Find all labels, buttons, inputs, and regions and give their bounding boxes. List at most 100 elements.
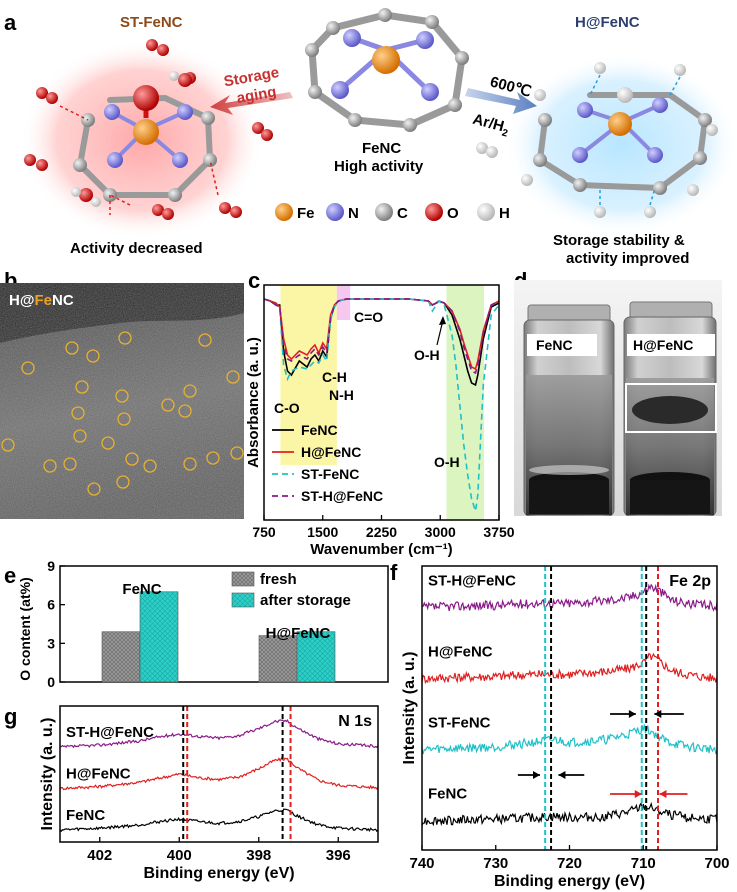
red-shift-arrow-right-head [659,790,667,798]
bar [258,635,298,683]
annot-c-eq-o: C=O [354,309,383,325]
annot-oh-1: O-H [414,347,440,363]
category-label: H@FeNC [266,625,331,642]
aging-label: aging [235,83,277,107]
annealing-arrow [465,88,537,114]
xps-series-line [59,808,379,833]
x-tick-label: 740 [409,855,434,872]
vial-fenc-label: FeNC [536,337,573,353]
atom-legend: Fe N C O H [275,203,510,222]
legend-o-label: O [447,205,459,222]
tem-fe-site-marker [1,438,15,452]
storage-stability-caption: Storage stability & [553,232,685,249]
region-oh [446,285,485,520]
series-label: FeNC [66,807,105,824]
y-tick-label: 0 [47,674,55,690]
tem-fe-site-marker [226,370,240,384]
region-c-eq-o [336,285,351,320]
legend-n-ball [326,203,344,221]
panel-f-letter: f [390,560,398,585]
bar [296,631,336,683]
shift-arrow-left-head [628,710,636,718]
tem-fe-site-marker [71,406,85,420]
x-tick-label: 720 [557,855,582,872]
x-tick-label: 3000 [425,524,456,540]
tem-fe-site-marker [230,446,244,460]
vial-photo: FeNC H@FeNC [514,280,722,516]
x-tick-label: 710 [631,855,656,872]
fenc-subtitle: High activity [334,158,424,175]
shift-arrow-right-2-head [558,771,566,779]
h-fenc-title: H@FeNC [575,14,640,31]
x-tick-label: 2250 [366,524,397,540]
tem-fe-site-marker [178,404,192,418]
x-tick-label: 750 [252,524,276,540]
legend-label: after storage [260,592,351,609]
legend-h-label: H [499,205,510,222]
legend-label: H@FeNC [301,444,361,460]
tem-fe-site-marker [21,361,35,375]
plot-frame [59,565,389,683]
annot-oh-arrowhead [439,316,446,325]
series-label: ST-H@FeNC [428,573,516,590]
panel-a-graphic: Storage aging 600℃ Ar/H2 Fe N C O H [20,8,737,240]
tem-label: H@FeNC [9,292,74,309]
legend-swatch [231,571,255,587]
tem-fe-site-marker [117,412,131,426]
activity-decreased-caption: Activity decreased [70,240,203,257]
x-tick-label: 700 [704,855,729,872]
legend-fe-ball [275,203,293,221]
fenc-molecule [305,8,469,132]
tem-fe-site-marker [86,349,100,363]
x-axis-label: Wavenumber (cm⁻¹) [310,541,452,558]
shift-arrow-left-2-head [533,771,540,779]
tem-fe-site-marker [43,459,57,473]
x-axis-label: Binding energy (eV) [143,865,294,882]
chart-title: Fe 2p [669,573,711,590]
gas-label: Ar/H2 [470,111,512,140]
tem-fe-site-marker [65,341,79,355]
vial-photo-graphic [514,280,722,516]
xps-series-line [421,724,718,755]
tem-fe-site-marker [161,398,175,412]
x-axis-label: Binding energy (eV) [494,873,645,890]
y-tick-label: 3 [47,635,55,651]
tem-fe-site-marker [101,436,115,450]
x-tick-label: 400 [167,847,192,864]
series-label: H@FeNC [428,644,493,661]
ftir-series-line [263,298,500,512]
tem-fe-site-marker [87,482,101,496]
tem-fe-site-marker [198,333,212,347]
legend-c-label: C [397,205,408,222]
y-axis-label: O content (at%) [17,577,33,680]
h-fenc-molecule [521,62,718,218]
bar [139,591,179,683]
tem-fe-site-marker [118,331,132,345]
x-tick-label: 398 [246,847,271,864]
vial-h-fenc-label: H@FeNC [633,337,694,353]
st-fenc-title: ST-FeNC [120,14,183,31]
tem-fe-site-marker [115,389,129,403]
activity-improved-caption: activity improved [566,250,690,267]
chart-title: N 1s [338,713,372,730]
x-tick-label: 1500 [307,524,338,540]
xps-series-line [421,652,718,685]
ftir-chart: 750 1500 2250 3000 3750 Wavenumber (cm⁻¹) Abso… [245,284,514,558]
legend-label: ST-FeNC [301,466,359,482]
panel-a-letter: a [4,10,17,35]
shift-arrow-right-head [654,710,662,718]
xps-series-line [59,718,379,749]
o-content-chart: 0 3 6 9 O content (at%) FeNC H@FeNC fresh after … [17,558,389,690]
tem-fe-site-marker [63,457,77,471]
y-axis-label: Intensity (a. u.) [401,652,418,765]
legend-swatch [231,592,255,608]
y-axis-label: Intensity (a. u.) [39,718,56,831]
category-label: FeNC [122,581,161,598]
panel-e-letter: e [4,563,17,588]
series-label: FeNC [428,786,467,803]
st-fenc-molecule [24,39,273,220]
tem-fe-site-marker [73,429,87,443]
legend-label: ST-H@FeNC [301,488,383,504]
legend-c-ball [375,203,393,221]
tem-fe-site-marker [116,475,130,489]
